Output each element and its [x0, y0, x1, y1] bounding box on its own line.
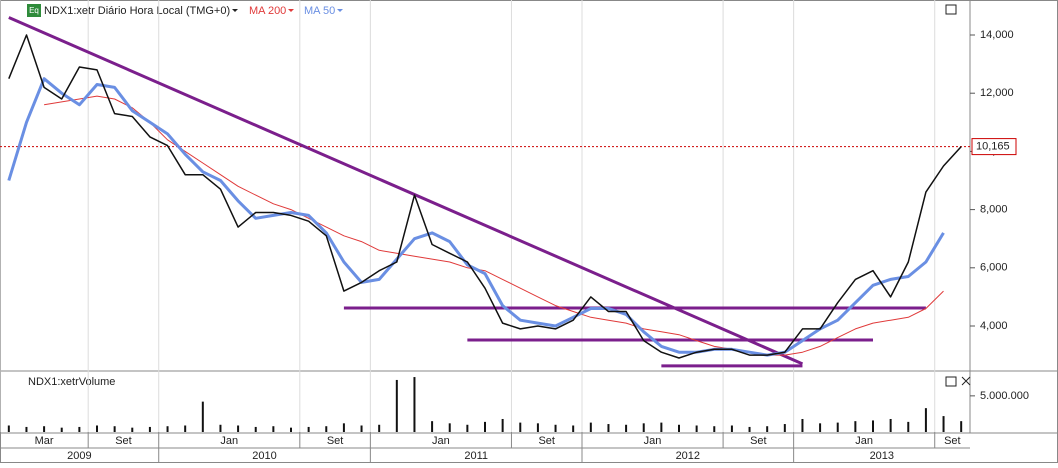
volume-bar — [554, 424, 557, 432]
year-label: 2011 — [464, 450, 488, 462]
x-tick-label: Jan — [432, 435, 450, 447]
volume-bar — [536, 423, 539, 432]
volume-bar — [801, 418, 804, 432]
volume-bar — [678, 424, 680, 432]
y-tick-label: 6,000 — [980, 262, 1008, 274]
volume-bar — [378, 424, 381, 432]
volume-bar — [254, 426, 257, 432]
last-price-box — [971, 138, 1017, 156]
volume-bar — [290, 427, 292, 432]
volume-bar — [148, 426, 151, 432]
legend-title: NDX1:xetr Diário Hora Local (TMG+0) — [44, 5, 230, 17]
volume-bar — [748, 426, 751, 432]
volume-bar — [695, 425, 698, 432]
volume-bar — [272, 426, 275, 432]
volume-bar — [642, 423, 645, 432]
y-tick-label: 12,000 — [980, 87, 1014, 99]
volume-bar — [783, 424, 786, 432]
volume-bar — [572, 425, 575, 432]
legend-entry[interactable]: MA 50 — [304, 5, 335, 17]
volume-bar — [907, 421, 910, 432]
x-tick-label: Set — [944, 435, 961, 447]
volume-bar — [924, 408, 927, 432]
volume-bar — [448, 423, 451, 432]
maximize-button[interactable] — [945, 4, 957, 15]
volume-bar — [237, 425, 240, 432]
volume-bar — [589, 422, 592, 432]
dropdown[interactable] — [337, 9, 343, 12]
year-label: 2009 — [67, 450, 91, 462]
trend-line — [8, 16, 804, 366]
dropdown[interactable] — [288, 9, 294, 12]
volume-bar — [96, 425, 98, 432]
volume-bar — [342, 423, 345, 432]
series-line — [7, 77, 945, 357]
volume-bar — [819, 423, 822, 432]
volume-bar — [219, 424, 222, 432]
y-tick-label: 8,000 — [980, 204, 1008, 216]
volume-bar — [25, 426, 28, 432]
last-price-label: 10,165 — [976, 141, 1010, 153]
volume-bar — [431, 421, 434, 432]
x-tick-label: Set — [750, 435, 767, 447]
volume-bar — [60, 427, 63, 432]
volume-bar — [413, 377, 416, 432]
year-label: 2013 — [870, 450, 894, 462]
volume-bar — [484, 421, 486, 432]
volume-bar — [854, 421, 857, 432]
year-label: 2010 — [252, 450, 276, 462]
volume-bar — [7, 425, 10, 432]
x-tick-label: Set — [115, 435, 132, 447]
volume-bar — [201, 401, 204, 432]
series-line — [44, 95, 944, 356]
volume-bar — [131, 427, 134, 432]
volume-bar — [307, 426, 310, 432]
volume-bar — [113, 426, 116, 432]
close-button[interactable] — [961, 376, 971, 386]
volume-bar — [395, 379, 398, 432]
volume-bar — [184, 425, 187, 432]
x-tick-label: Jan — [644, 435, 662, 447]
volume-bar — [325, 426, 328, 432]
volume-bar — [713, 426, 716, 432]
volume-bar — [942, 416, 945, 432]
legend-entry[interactable]: MA 200 — [249, 5, 286, 17]
volume-title: NDX1:xetrVolume — [28, 376, 115, 388]
dropdown[interactable] — [232, 9, 238, 12]
y-tick-label: 4,000 — [980, 320, 1008, 332]
x-tick-label: Set — [538, 435, 555, 447]
volume-bar — [519, 422, 522, 432]
series-line — [8, 34, 962, 359]
x-tick-label: Jan — [220, 435, 238, 447]
volume-bar — [730, 425, 733, 432]
volume-bar — [889, 418, 892, 432]
volume-bar — [360, 425, 363, 432]
volume-bar — [466, 424, 469, 432]
volume-bar — [836, 422, 839, 432]
maximize-button[interactable] — [945, 376, 957, 387]
x-tick-label: Mar — [35, 435, 54, 447]
volume-bar — [766, 426, 769, 432]
volume-bar — [501, 418, 504, 432]
volume-bar — [625, 424, 628, 432]
volume-bar — [43, 426, 46, 432]
volume-bar — [78, 426, 81, 432]
volume-bar — [166, 426, 169, 432]
x-tick-label: Jan — [855, 435, 873, 447]
y-tick-label: 5.000.000 — [980, 390, 1029, 402]
volume-bar — [607, 424, 610, 432]
eq-label: Eq — [29, 6, 39, 15]
y-tick-label: 14,000 — [980, 29, 1014, 41]
x-tick-label: Set — [327, 435, 344, 447]
volume-bar — [960, 421, 963, 432]
eq-icon — [27, 4, 41, 17]
year-label: 2012 — [676, 450, 700, 462]
volume-bar — [872, 420, 874, 432]
volume-bar — [660, 422, 663, 432]
